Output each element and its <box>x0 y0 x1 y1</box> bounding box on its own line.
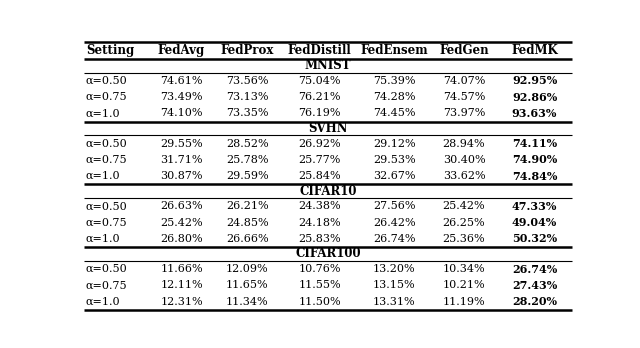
Text: 49.04%: 49.04% <box>512 217 557 228</box>
Text: 10.76%: 10.76% <box>298 264 340 274</box>
Text: α=0.75: α=0.75 <box>86 280 127 290</box>
Text: 29.59%: 29.59% <box>226 171 269 181</box>
Text: FedDistill: FedDistill <box>287 44 351 57</box>
Text: 73.49%: 73.49% <box>160 92 203 102</box>
Text: MNIST: MNIST <box>305 59 351 72</box>
Text: 30.87%: 30.87% <box>160 171 203 181</box>
Text: 26.63%: 26.63% <box>160 201 203 211</box>
Text: 10.34%: 10.34% <box>443 264 485 274</box>
Text: 11.50%: 11.50% <box>298 296 340 307</box>
Text: 74.90%: 74.90% <box>512 155 557 165</box>
Text: α=1.0: α=1.0 <box>86 171 120 181</box>
Text: 92.95%: 92.95% <box>512 76 557 86</box>
Text: 76.21%: 76.21% <box>298 92 340 102</box>
Text: 25.42%: 25.42% <box>160 218 203 228</box>
Text: 76.19%: 76.19% <box>298 108 340 118</box>
Text: 26.92%: 26.92% <box>298 139 340 149</box>
Text: 33.62%: 33.62% <box>443 171 485 181</box>
Text: 74.11%: 74.11% <box>512 138 557 149</box>
Text: 29.55%: 29.55% <box>160 139 203 149</box>
Text: 31.71%: 31.71% <box>160 155 203 165</box>
Text: α=0.50: α=0.50 <box>86 139 127 149</box>
Text: FedMK: FedMK <box>511 44 558 57</box>
Text: 24.38%: 24.38% <box>298 201 340 211</box>
Text: FedAvg: FedAvg <box>158 44 205 57</box>
Text: 11.19%: 11.19% <box>443 296 485 307</box>
Text: 30.40%: 30.40% <box>443 155 485 165</box>
Text: 27.56%: 27.56% <box>373 201 415 211</box>
Text: 75.04%: 75.04% <box>298 76 340 86</box>
Text: 25.83%: 25.83% <box>298 234 340 244</box>
Text: SVHN: SVHN <box>308 122 348 135</box>
Text: α=0.75: α=0.75 <box>86 218 127 228</box>
Text: 13.15%: 13.15% <box>373 280 415 290</box>
Text: 47.33%: 47.33% <box>512 201 557 212</box>
Text: 26.25%: 26.25% <box>443 218 485 228</box>
Text: 26.66%: 26.66% <box>226 234 269 244</box>
Text: 27.43%: 27.43% <box>512 280 557 291</box>
Text: 24.18%: 24.18% <box>298 218 340 228</box>
Text: α=0.75: α=0.75 <box>86 155 127 165</box>
Text: FedGen: FedGen <box>439 44 489 57</box>
Text: 24.85%: 24.85% <box>226 218 269 228</box>
Text: 26.42%: 26.42% <box>373 218 415 228</box>
Text: 74.45%: 74.45% <box>373 108 415 118</box>
Text: α=0.75: α=0.75 <box>86 92 127 102</box>
Text: 11.55%: 11.55% <box>298 280 340 290</box>
Text: 10.21%: 10.21% <box>443 280 485 290</box>
Text: 11.66%: 11.66% <box>160 264 203 274</box>
Text: 25.42%: 25.42% <box>443 201 485 211</box>
Text: 13.20%: 13.20% <box>373 264 415 274</box>
Text: α=0.50: α=0.50 <box>86 76 127 86</box>
Text: 74.07%: 74.07% <box>443 76 485 86</box>
Text: Setting: Setting <box>86 44 134 57</box>
Text: 50.32%: 50.32% <box>512 234 557 244</box>
Text: 32.67%: 32.67% <box>373 171 415 181</box>
Text: FedProx: FedProx <box>221 44 274 57</box>
Text: 26.80%: 26.80% <box>160 234 203 244</box>
Text: 75.39%: 75.39% <box>373 76 415 86</box>
Text: 12.31%: 12.31% <box>160 296 203 307</box>
Text: 28.94%: 28.94% <box>443 139 485 149</box>
Text: 28.20%: 28.20% <box>512 296 557 307</box>
Text: 28.52%: 28.52% <box>226 139 269 149</box>
Text: 29.53%: 29.53% <box>373 155 415 165</box>
Text: 73.13%: 73.13% <box>226 92 269 102</box>
Text: 74.61%: 74.61% <box>160 76 203 86</box>
Text: 73.35%: 73.35% <box>226 108 269 118</box>
Text: 93.63%: 93.63% <box>512 108 557 119</box>
Text: 11.34%: 11.34% <box>226 296 269 307</box>
Text: 74.84%: 74.84% <box>512 171 557 182</box>
Text: α=1.0: α=1.0 <box>86 296 120 307</box>
Text: 12.09%: 12.09% <box>226 264 269 274</box>
Text: CIFAR100: CIFAR100 <box>295 247 361 260</box>
Text: 73.97%: 73.97% <box>443 108 485 118</box>
Text: 13.31%: 13.31% <box>373 296 415 307</box>
Text: α=0.50: α=0.50 <box>86 264 127 274</box>
Text: 11.65%: 11.65% <box>226 280 269 290</box>
Text: 74.28%: 74.28% <box>373 92 415 102</box>
Text: 74.10%: 74.10% <box>160 108 203 118</box>
Text: 12.11%: 12.11% <box>160 280 203 290</box>
Text: 74.57%: 74.57% <box>443 92 485 102</box>
Text: α=1.0: α=1.0 <box>86 234 120 244</box>
Text: 26.74%: 26.74% <box>373 234 415 244</box>
Text: 29.12%: 29.12% <box>373 139 415 149</box>
Text: 73.56%: 73.56% <box>226 76 269 86</box>
Text: CIFAR10: CIFAR10 <box>300 185 356 198</box>
Text: α=0.50: α=0.50 <box>86 201 127 211</box>
Text: 92.86%: 92.86% <box>512 92 557 103</box>
Text: 25.36%: 25.36% <box>443 234 485 244</box>
Text: 25.84%: 25.84% <box>298 171 340 181</box>
Text: 25.78%: 25.78% <box>226 155 269 165</box>
Text: 26.21%: 26.21% <box>226 201 269 211</box>
Text: 25.77%: 25.77% <box>298 155 340 165</box>
Text: α=1.0: α=1.0 <box>86 108 120 118</box>
Text: 26.74%: 26.74% <box>512 263 557 275</box>
Text: FedEnsem: FedEnsem <box>360 44 428 57</box>
